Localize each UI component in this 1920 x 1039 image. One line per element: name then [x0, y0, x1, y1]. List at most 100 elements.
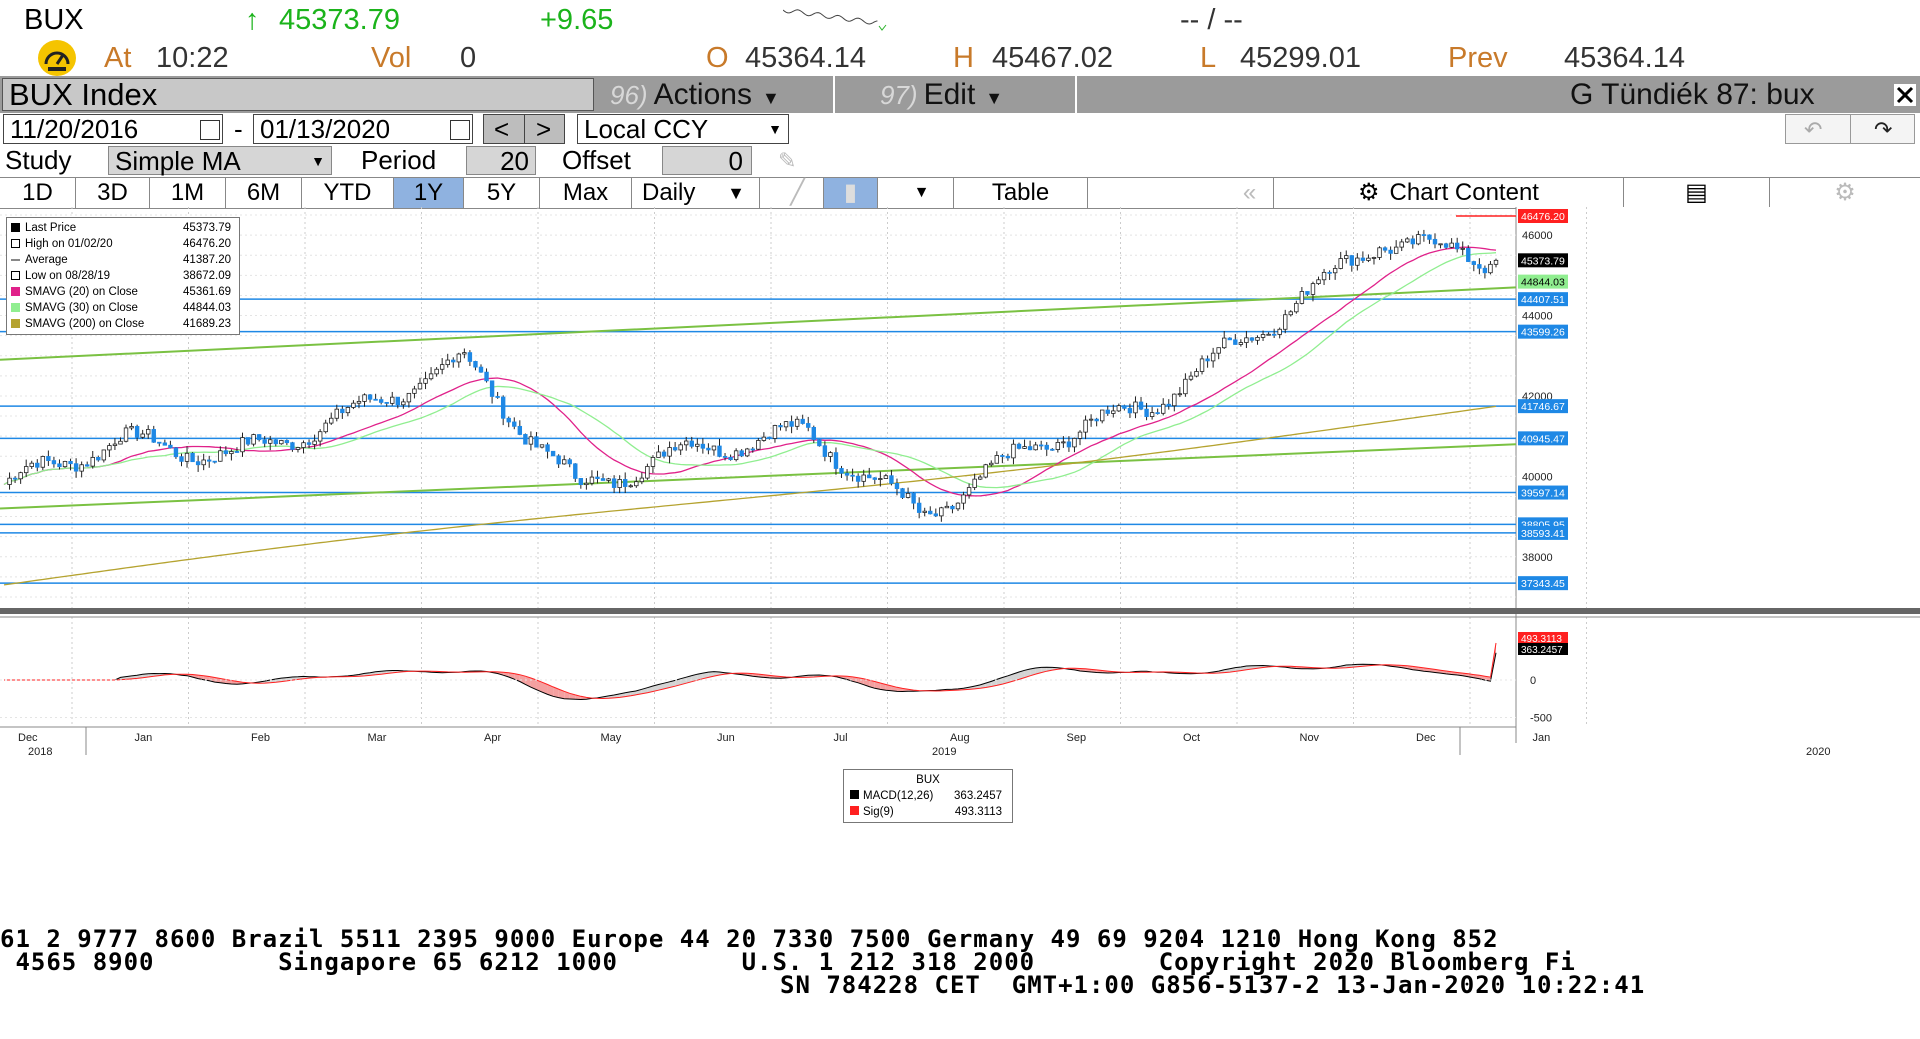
candle-body: [184, 452, 190, 462]
range-3d[interactable]: 3D: [76, 178, 150, 208]
pencil-icon[interactable]: ✎: [778, 148, 797, 173]
candle-body: [356, 401, 362, 404]
candle-body: [390, 396, 395, 404]
range-5y[interactable]: 5Y: [464, 178, 540, 208]
candle-body: [1133, 401, 1138, 414]
candle-body: [878, 478, 883, 480]
macd-fill: [1024, 668, 1031, 678]
candle-body: [850, 474, 855, 477]
x-tick-label: May: [601, 732, 622, 744]
candle-body: [556, 455, 561, 465]
net-change: +9.65: [540, 4, 614, 36]
candle-body: [7, 477, 12, 485]
candle-body: [1194, 371, 1199, 377]
candle-body: [1016, 443, 1022, 449]
end-date-input[interactable]: 01/13/2020: [253, 114, 473, 144]
candle-body: [162, 442, 168, 446]
undo-redo[interactable]: ↶ ↷: [1785, 114, 1915, 144]
range-1d[interactable]: 1D: [0, 178, 76, 208]
candle-body: [617, 479, 622, 488]
range-1y[interactable]: 1Y: [394, 178, 464, 208]
candle-body: [722, 456, 728, 458]
candle-body: [1493, 259, 1499, 265]
candle-body: [12, 477, 18, 480]
chart-content-button[interactable]: ⚙ Chart Content: [1274, 178, 1624, 208]
x-tick-label: Dec: [18, 732, 38, 744]
period-input[interactable]: 20: [466, 146, 536, 175]
offset-label: Offset: [562, 145, 631, 175]
candle-body: [157, 441, 162, 444]
macd-legend-title: BUX: [916, 774, 940, 786]
candle-body: [1127, 407, 1133, 414]
candle-body: [1382, 247, 1388, 251]
candle-body: [1405, 238, 1410, 243]
chevron-right-icon[interactable]: >: [536, 114, 552, 144]
candle-body: [51, 460, 57, 465]
calendar-icon[interactable]: [200, 120, 220, 140]
candle-chart-icon[interactable]: ▮: [824, 178, 878, 208]
macd-fill: [880, 683, 886, 691]
candle-body: [650, 457, 656, 467]
y-tick-label: 44000: [1522, 311, 1553, 323]
macd-legend[interactable]: BUX MACD(12,26) 363.2457 Sig(9) 493.3113: [843, 769, 1013, 823]
low-label: L: [1200, 42, 1217, 74]
actions-menu[interactable]: 96) Actions ▼: [610, 78, 780, 111]
candle-body: [129, 426, 134, 429]
offset-input[interactable]: 0: [662, 146, 752, 175]
settings-icon[interactable]: ⚙: [1834, 179, 1856, 206]
candle-body: [1233, 339, 1238, 345]
candle-body: [689, 440, 694, 447]
study-select[interactable]: Simple MA ▼: [108, 146, 332, 175]
x-tick-label: Aug: [950, 732, 970, 744]
candle-body: [1393, 246, 1399, 254]
currency-select[interactable]: Local CCY ▼: [577, 114, 789, 144]
candle-body: [1122, 405, 1127, 409]
range-1m[interactable]: 1M: [150, 178, 226, 208]
low-value: 45299.01: [1240, 42, 1361, 74]
date-stepper[interactable]: < >: [483, 114, 565, 144]
chevron-left-icon[interactable]: <: [494, 114, 510, 144]
candle-body: [789, 421, 794, 427]
candle-body: [867, 474, 872, 479]
candle-body: [1000, 455, 1005, 457]
candle-body: [600, 478, 606, 481]
legend-item: SMAVG (30) on Close 44844.03: [11, 300, 235, 316]
date-separator: -: [234, 114, 243, 144]
range-6m[interactable]: 6M: [226, 178, 302, 208]
calendar-icon[interactable]: [450, 120, 470, 140]
security-name: BUX Index: [9, 77, 158, 112]
x-tick-label: Jan: [1533, 732, 1551, 744]
candle-body: [645, 466, 650, 479]
price-tag-label: 43599.26: [1521, 327, 1565, 339]
table-button[interactable]: Table: [954, 178, 1088, 208]
candle-body: [517, 425, 523, 435]
frequency-select[interactable]: Daily ▼: [632, 178, 760, 208]
line-chart-icon[interactable]: ╱: [772, 178, 824, 208]
footer-contacts-line-1: 61 2 9777 8600 Brazil 5511 2395 9000 Eur…: [0, 925, 1499, 953]
range-ytd[interactable]: YTD: [302, 178, 394, 208]
chart-type-dropdown[interactable]: ▼: [890, 178, 954, 208]
candle-body: [1094, 418, 1099, 422]
edit-chart-icon[interactable]: ▤: [1624, 178, 1770, 208]
gear-chart-icon: ⚙: [1358, 179, 1380, 206]
candle-body: [423, 378, 428, 384]
at-label: At: [104, 42, 132, 74]
speedometer-icon[interactable]: [38, 40, 76, 76]
collapse-icon[interactable]: «: [1226, 178, 1274, 208]
chart-legend[interactable]: Last Price 45373.79 High on 01/02/20 46476…: [6, 217, 240, 335]
range-max[interactable]: Max: [540, 178, 632, 208]
candle-body: [828, 452, 833, 457]
close-icon[interactable]: [1894, 84, 1916, 106]
candle-body: [1188, 375, 1194, 380]
macd-fill: [553, 686, 559, 698]
candle-body: [1305, 291, 1310, 295]
candle-body: [1277, 328, 1282, 335]
start-date-input[interactable]: 11/20/2016: [3, 114, 223, 144]
candle-body: [717, 445, 722, 457]
edit-menu[interactable]: 97) Edit ▼: [880, 78, 1004, 111]
security-field[interactable]: BUX Index: [2, 77, 594, 112]
candle-body: [1332, 268, 1338, 274]
candle-body: [1083, 419, 1088, 433]
candle-body: [218, 450, 223, 462]
